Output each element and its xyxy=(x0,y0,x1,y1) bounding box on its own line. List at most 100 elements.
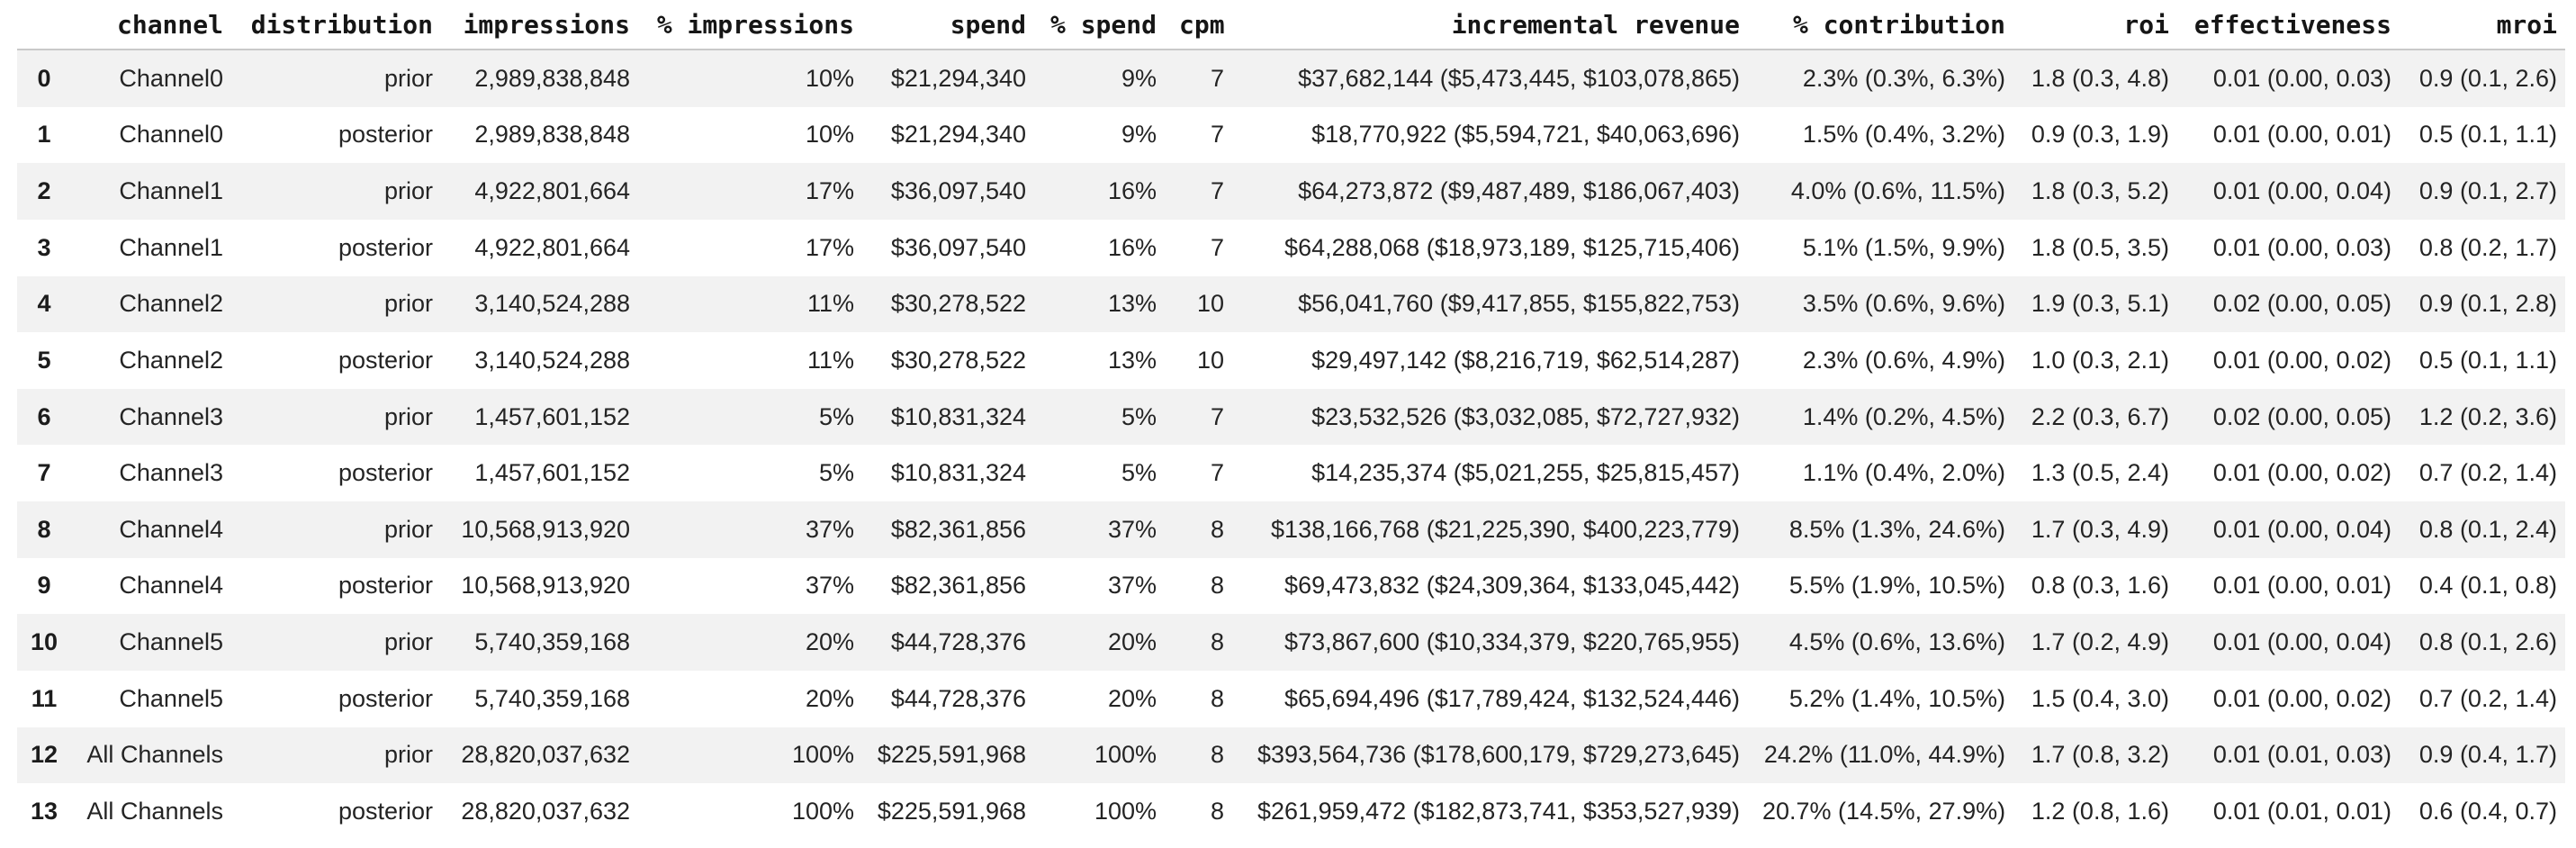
cell-roi: 1.8 (0.3, 4.8) xyxy=(2031,64,2169,92)
cell-effectiveness: 0.01 (0.00, 0.03) xyxy=(2212,233,2391,261)
cell-pct-impressions: 20% xyxy=(805,628,854,656)
cell-roi: 0.8 (0.3, 1.6) xyxy=(2031,572,2169,600)
cell-impressions: 28,820,037,632 xyxy=(461,741,630,769)
cell-distribution: posterior xyxy=(338,797,433,825)
cell-incremental-revenue: $64,273,872 ($9,487,489, $186,067,403) xyxy=(1298,177,1740,205)
dataframe-container: channel distribution impressions% impressi… xyxy=(17,0,2565,840)
column-header-pct-impressions: % impressions xyxy=(653,0,877,50)
cell-distribution: prior xyxy=(383,64,433,92)
cell-pct-contribution: 5.5% (1.9%, 10.5%) xyxy=(1788,572,2005,600)
table-row: 9 Channel4 posterior 10,568,913,920 37% $82,3… xyxy=(17,557,2565,615)
cell-channel: Channel5 xyxy=(119,684,223,712)
cell-pct-contribution: 5.2% (1.4%, 10.5%) xyxy=(1788,684,2005,712)
cell-impressions: 28,820,037,632 xyxy=(461,797,630,825)
cell-pct-contribution: 2.3% (0.3%, 6.3%) xyxy=(1802,64,2005,92)
cell-effectiveness: 0.01 (0.00, 0.03) xyxy=(2212,64,2391,92)
table-row: 8 Channel4 prior 10,568,913,920 37% $82,361,8… xyxy=(17,501,2565,558)
cell-incremental-revenue: $73,867,600 ($10,334,379, $220,765,955) xyxy=(1284,628,1740,656)
cell-impressions: 4,922,801,664 xyxy=(474,177,630,205)
cell-effectiveness: 0.01 (0.01, 0.03) xyxy=(2212,741,2391,769)
cell-channel: All Channels xyxy=(86,797,223,825)
cell-mroi: 1.2 (0.2, 3.6) xyxy=(2418,402,2557,430)
cell-roi: 1.0 (0.3, 2.1) xyxy=(2031,346,2169,374)
cell-impressions: 10,568,913,920 xyxy=(461,515,630,543)
row-index-cell: 9 xyxy=(37,572,51,600)
cell-cpm: 7 xyxy=(1210,121,1224,149)
cell-pct-contribution: 1.4% (0.2%, 4.5%) xyxy=(1802,402,2005,430)
cell-effectiveness: 0.01 (0.00, 0.01) xyxy=(2212,572,2391,600)
table-row: 10 Channel5 prior 5,740,359,168 20% $44,728,3… xyxy=(17,614,2565,671)
cell-spend: $21,294,340 xyxy=(890,64,1026,92)
cell-channel: Channel1 xyxy=(119,233,223,261)
cell-pct-spend: 5% xyxy=(1121,459,1157,487)
cell-spend: $44,728,376 xyxy=(890,684,1026,712)
table-row: 2 Channel1 prior 4,922,801,664 17% $36,097,54… xyxy=(17,163,2565,220)
cell-spend: $36,097,540 xyxy=(890,233,1026,261)
cell-incremental-revenue: $23,532,526 ($3,032,085, $72,727,932) xyxy=(1311,402,1740,430)
column-header-impressions: impressions xyxy=(455,0,653,50)
cell-incremental-revenue: $64,288,068 ($18,973,189, $125,715,406) xyxy=(1284,233,1740,261)
cell-effectiveness: 0.01 (0.00, 0.01) xyxy=(2212,121,2391,149)
cell-pct-impressions: 17% xyxy=(805,233,854,261)
cell-distribution: prior xyxy=(383,628,433,656)
column-header-pct-contribution: % contribution xyxy=(1762,0,2028,50)
cell-distribution: posterior xyxy=(338,233,433,261)
cell-distribution: prior xyxy=(383,741,433,769)
cell-cpm: 8 xyxy=(1210,684,1224,712)
cell-incremental-revenue: $69,473,832 ($24,309,364, $133,045,442) xyxy=(1284,572,1740,600)
cell-effectiveness: 0.01 (0.01, 0.01) xyxy=(2212,797,2391,825)
cell-impressions: 5,740,359,168 xyxy=(474,684,630,712)
table-row: 12 All Channels prior 28,820,037,632 100% $22… xyxy=(17,726,2565,784)
column-header-channel: channel xyxy=(71,0,246,50)
row-index-cell: 1 xyxy=(37,121,51,149)
cell-pct-spend: 16% xyxy=(1107,177,1157,205)
cell-roi: 1.3 (0.5, 2.4) xyxy=(2031,459,2169,487)
cell-mroi: 0.6 (0.4, 0.7) xyxy=(2418,797,2557,825)
cell-impressions: 4,922,801,664 xyxy=(474,233,630,261)
cell-channel: Channel4 xyxy=(119,515,223,543)
cell-pct-spend: 20% xyxy=(1107,684,1157,712)
cell-spend: $36,097,540 xyxy=(890,177,1026,205)
table-row: 6 Channel3 prior 1,457,601,152 5% $10,831,324… xyxy=(17,388,2565,446)
cell-spend: $21,294,340 xyxy=(890,121,1026,149)
cell-channel: Channel1 xyxy=(119,177,223,205)
cell-impressions: 2,989,838,848 xyxy=(474,64,630,92)
cell-roi: 1.8 (0.3, 5.2) xyxy=(2031,177,2169,205)
cell-mroi: 0.9 (0.1, 2.6) xyxy=(2418,64,2557,92)
cell-distribution: posterior xyxy=(338,346,433,374)
cell-pct-contribution: 4.0% (0.6%, 11.5%) xyxy=(1790,177,2005,205)
cell-roi: 1.8 (0.5, 3.5) xyxy=(2031,233,2169,261)
table-row: 0 Channel0 prior 2,989,838,848 10% $21,294,34… xyxy=(17,50,2565,107)
table-row: 13 All Channels posterior 28,820,037,632 100… xyxy=(17,783,2565,840)
table-body: 0 Channel0 prior 2,989,838,848 10% $21,294,34… xyxy=(17,50,2565,840)
index-column-header xyxy=(17,0,71,50)
cell-mroi: 0.7 (0.2, 1.4) xyxy=(2418,459,2557,487)
cell-cpm: 8 xyxy=(1210,628,1224,656)
column-header-roi: roi xyxy=(2028,0,2192,50)
cell-pct-spend: 9% xyxy=(1121,64,1157,92)
cell-impressions: 2,989,838,848 xyxy=(474,121,630,149)
cell-effectiveness: 0.02 (0.00, 0.05) xyxy=(2212,290,2391,318)
cell-roi: 1.7 (0.2, 4.9) xyxy=(2031,628,2169,656)
cell-pct-impressions: 5% xyxy=(818,402,854,430)
cell-pct-spend: 5% xyxy=(1121,402,1157,430)
cell-impressions: 3,140,524,288 xyxy=(474,290,630,318)
row-index-cell: 8 xyxy=(37,515,51,543)
cell-distribution: prior xyxy=(383,515,433,543)
cell-mroi: 0.4 (0.1, 0.8) xyxy=(2418,572,2557,600)
cell-mroi: 0.8 (0.1, 2.6) xyxy=(2418,628,2557,656)
table-row: 7 Channel3 posterior 1,457,601,152 5% $10,831… xyxy=(17,445,2565,501)
cell-incremental-revenue: $37,682,144 ($5,473,445, $103,078,865) xyxy=(1298,64,1740,92)
cell-pct-spend: 13% xyxy=(1107,346,1157,374)
cell-channel: Channel4 xyxy=(119,572,223,600)
cell-pct-impressions: 37% xyxy=(805,515,854,543)
cell-cpm: 8 xyxy=(1210,515,1224,543)
row-index-cell: 10 xyxy=(30,628,59,656)
cell-impressions: 3,140,524,288 xyxy=(474,346,630,374)
cell-spend: $30,278,522 xyxy=(890,290,1026,318)
row-index-cell: 6 xyxy=(37,402,51,430)
cell-spend: $10,831,324 xyxy=(890,402,1026,430)
table-header: channel distribution impressions% impressi… xyxy=(17,0,2565,50)
cell-mroi: 0.7 (0.2, 1.4) xyxy=(2418,684,2557,712)
row-index-cell: 7 xyxy=(37,459,51,487)
